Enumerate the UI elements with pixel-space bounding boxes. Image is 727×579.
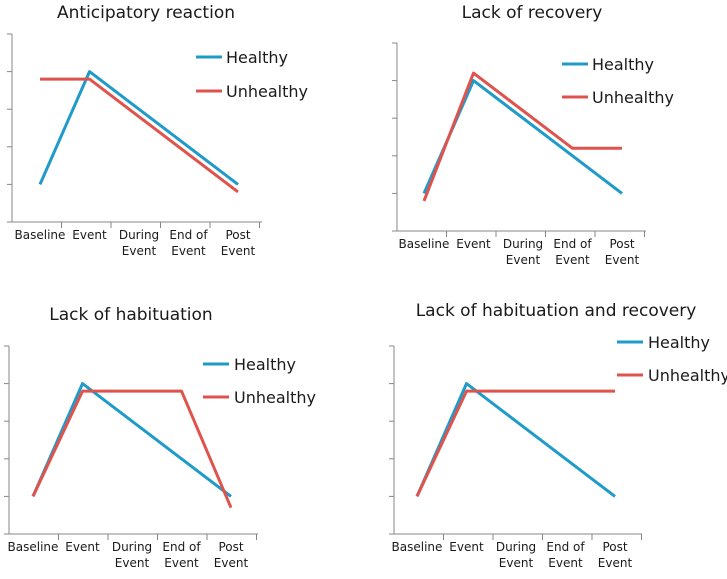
x-tick-label: Post Event xyxy=(221,228,256,258)
x-tick-label-line: Event xyxy=(164,556,199,570)
x-tick-label-line: Baseline xyxy=(399,237,450,251)
legend: Healthy Unhealthy xyxy=(203,355,316,407)
x-tick-label: Baseline xyxy=(399,237,450,251)
x-tick-label-line: Event xyxy=(555,253,590,267)
chart-2: Lack of recovery Baseline Event During Event… xyxy=(392,3,674,267)
legend-label-unhealthy: Unhealthy xyxy=(648,366,727,385)
chart-title: Lack of habituation and recovery xyxy=(416,301,697,321)
series-line-healthy xyxy=(415,382,616,498)
legend-label-unhealthy: Unhealthy xyxy=(234,388,316,407)
x-tick-label-line: Baseline xyxy=(8,540,59,554)
x-tick-label-line: Event xyxy=(605,253,640,267)
x-tick-label-line: Baseline xyxy=(15,228,66,242)
legend-label-healthy: Healthy xyxy=(234,355,296,374)
chart-title: Lack of recovery xyxy=(462,3,603,23)
x-tick-label-line: Post xyxy=(609,237,634,251)
chart-3: Lack of habituation Baseline Event During Ev… xyxy=(4,305,316,570)
x-tick-label-line: End of xyxy=(546,540,585,554)
chart-4: Lack of habituation and recovery Baseline… xyxy=(389,301,727,570)
x-tick-label: Event xyxy=(72,228,107,242)
x-tick-label: During Event xyxy=(496,540,536,570)
series-line-unhealthy xyxy=(422,71,622,202)
x-tick-label-line: Event xyxy=(115,556,150,570)
x-tick-label-line: Event xyxy=(214,556,249,570)
x-tick-label: During Event xyxy=(119,228,159,258)
x-tick-label-line: Baseline xyxy=(392,540,443,554)
x-tick-label-line: End of xyxy=(169,228,208,242)
x-tick-label: During Event xyxy=(112,540,152,570)
x-tick-label-line: Event xyxy=(65,540,100,554)
x-tick-label-line: Event xyxy=(499,556,534,570)
x-tick-label: Event xyxy=(449,540,484,554)
legend: Healthy Unhealthy xyxy=(196,48,308,101)
legend-label-healthy: Healthy xyxy=(226,48,288,67)
x-tick-label-line: Event xyxy=(506,253,541,267)
x-tick-label-line: During xyxy=(112,540,152,554)
x-tick-label: Event xyxy=(65,540,100,554)
legend: Healthy Unhealthy xyxy=(562,55,674,107)
x-tick-label-line: Event xyxy=(122,244,157,258)
x-tick-label-line: Event xyxy=(72,228,107,242)
chart-title: Anticipatory reaction xyxy=(57,3,235,23)
legend: Healthy Unhealthy xyxy=(617,333,727,385)
series-line-healthy xyxy=(38,70,239,186)
x-tick-label-line: Post xyxy=(218,540,243,554)
x-tick-label: End of Event xyxy=(169,228,208,258)
x-tick-label: End of Event xyxy=(162,540,201,570)
x-tick-label: Post Event xyxy=(214,540,249,570)
x-tick-label-line: Event xyxy=(221,244,256,258)
series-line-unhealthy xyxy=(31,389,233,509)
x-tick-label: Post Event xyxy=(598,540,633,570)
x-tick-label-line: During xyxy=(503,237,543,251)
legend-label-unhealthy: Unhealthy xyxy=(226,82,308,101)
x-tick-label-line: Event xyxy=(456,237,491,251)
x-tick-label-line: Event xyxy=(449,540,484,554)
x-tick-label-line: Event xyxy=(548,556,583,570)
chart-title: Lack of habituation xyxy=(49,305,212,325)
x-tick-label: Baseline xyxy=(8,540,59,554)
series-line-unhealthy xyxy=(40,77,239,194)
x-tick-label: End of Event xyxy=(553,237,592,267)
x-tick-label-line: Event xyxy=(171,244,206,258)
legend-label-healthy: Healthy xyxy=(648,333,710,352)
x-tick-label: Baseline xyxy=(15,228,66,242)
x-tick-label: Baseline xyxy=(392,540,443,554)
x-tick-label: Event xyxy=(456,237,491,251)
legend-label-unhealthy: Unhealthy xyxy=(592,88,674,107)
x-tick-label-line: End of xyxy=(162,540,201,554)
x-tick-label-line: Post xyxy=(602,540,627,554)
x-tick-label-line: End of xyxy=(553,237,592,251)
x-tick-label-line: Event xyxy=(598,556,633,570)
x-tick-label-line: During xyxy=(496,540,536,554)
series-line-unhealthy xyxy=(415,389,615,498)
legend-label-healthy: Healthy xyxy=(592,55,654,74)
x-tick-label-line: During xyxy=(119,228,159,242)
x-tick-label: Post Event xyxy=(605,237,640,267)
x-tick-label-line: Post xyxy=(225,228,250,242)
x-tick-label: During Event xyxy=(503,237,543,267)
x-tick-label: End of Event xyxy=(546,540,585,570)
